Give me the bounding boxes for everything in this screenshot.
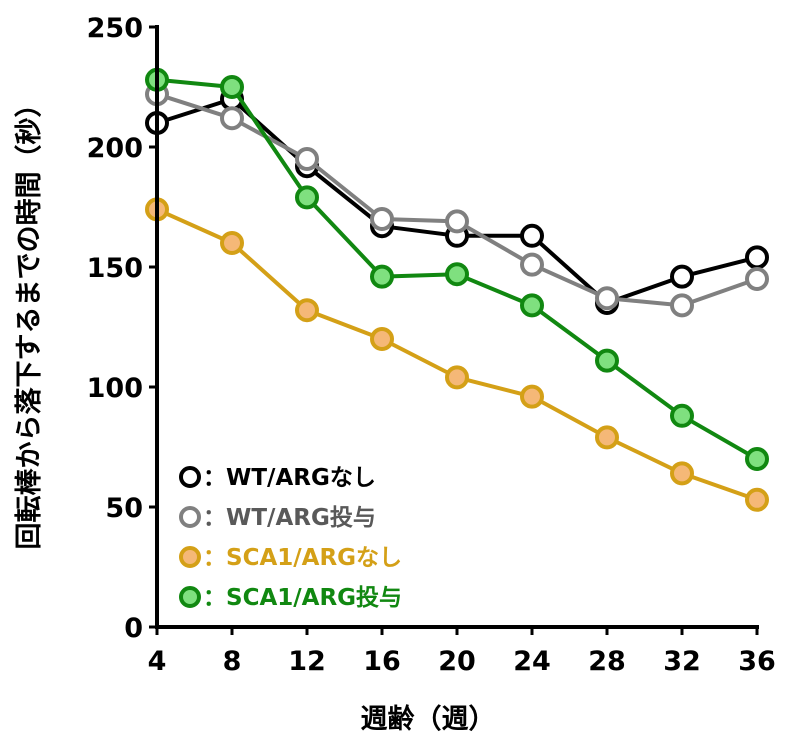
legend-marker [179,586,201,608]
x-tick-label: 8 [223,646,242,677]
legend-label: ：WT/ARGなし [203,465,376,491]
x-tick-label: 12 [288,646,326,677]
data-point [595,425,619,450]
legend-marker [179,466,201,488]
legend-item: ：WT/ARGなし [179,465,376,491]
legend: ：WT/ARGなし ：WT/ARG投与 ：SCA1/ARGなし ：SCA1/ARG投与 [179,465,402,611]
data-point [220,231,244,255]
data-point [220,106,244,131]
data-point [670,403,694,428]
x-tick-label: 36 [738,646,776,677]
legend-marker [179,506,201,528]
y-tick-label: 250 [87,13,143,44]
y-axis-title: 回転棒から落下するまでの時間（秒） [14,91,45,550]
y-tick-label: 0 [124,613,143,644]
y-tick-label: 200 [87,133,143,164]
data-point [295,298,319,323]
data-point [520,223,544,248]
data-point [520,293,544,318]
legend-label: ：SCA1/ARG投与 [203,585,402,611]
x-axis-title: 週齢（週） [361,703,496,735]
data-point [445,209,469,234]
series-2 [145,82,769,318]
x-tick-label: 24 [513,646,551,677]
legend-label: ：SCA1/ARGなし [203,545,402,571]
data-point [745,245,769,270]
series-line [156,207,758,502]
axes-layer [155,25,759,629]
x-tick-label: 4 [148,646,167,677]
series-layer [145,67,769,512]
legend-marker [179,546,201,568]
data-point [370,264,394,289]
x-tick-label: 28 [588,646,626,677]
x-tick-label: 16 [363,646,401,677]
data-point [670,461,694,486]
legend-item: ：WT/ARG投与 [179,505,376,531]
ticks-layer: 0 50 100 150 200 250 4 8 12 16 20 24 28 32 36 [87,13,776,677]
data-point [295,185,319,210]
data-point [745,487,769,512]
data-point [220,75,244,99]
x-tick-label: 20 [438,646,476,677]
y-tick-label: 50 [105,493,143,524]
data-point [670,293,694,318]
data-point [745,267,769,291]
data-point [595,348,619,373]
y-tick-label: 150 [87,253,143,284]
data-point [595,286,619,311]
data-point [670,264,694,289]
x-tick-label: 32 [663,646,701,677]
legend-label: ：WT/ARG投与 [203,505,376,531]
data-point [295,147,319,171]
legend-item: ：SCA1/ARGなし [179,545,402,571]
series-3 [145,197,769,512]
y-tick-label: 100 [87,373,143,404]
data-point [520,384,544,409]
data-point [370,207,394,231]
data-point [445,365,469,390]
data-point [370,327,394,351]
data-point [745,447,769,471]
legend-item: ：SCA1/ARG投与 [179,585,402,611]
data-point [520,252,544,277]
data-point [445,262,469,287]
